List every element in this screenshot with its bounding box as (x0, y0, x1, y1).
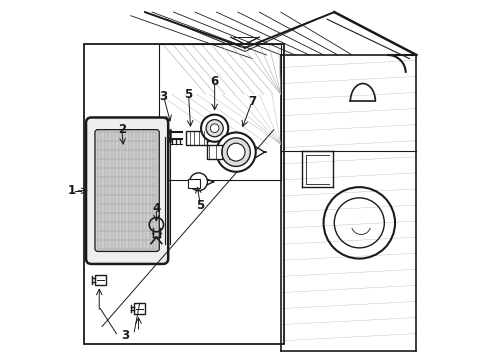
Circle shape (201, 114, 228, 142)
Bar (159, 44, 281, 180)
Text: 1: 1 (67, 184, 75, 197)
Text: 7: 7 (248, 95, 256, 108)
Circle shape (222, 138, 250, 166)
FancyBboxPatch shape (86, 117, 168, 264)
Bar (188, 179, 200, 188)
Text: 5: 5 (184, 88, 193, 101)
Text: 5: 5 (196, 198, 204, 212)
Bar (134, 303, 145, 314)
Circle shape (210, 124, 219, 132)
Text: 3: 3 (159, 90, 168, 103)
Text: 2: 2 (118, 123, 126, 136)
Circle shape (206, 120, 223, 137)
Bar (84, 44, 284, 344)
Circle shape (217, 132, 256, 172)
Text: 6: 6 (211, 75, 219, 88)
Circle shape (190, 173, 207, 191)
Circle shape (227, 143, 245, 161)
Text: 4: 4 (152, 202, 161, 215)
Bar (95, 275, 106, 285)
FancyBboxPatch shape (95, 130, 159, 251)
Text: 3: 3 (121, 329, 129, 342)
Bar (207, 145, 243, 159)
Bar (186, 131, 207, 145)
